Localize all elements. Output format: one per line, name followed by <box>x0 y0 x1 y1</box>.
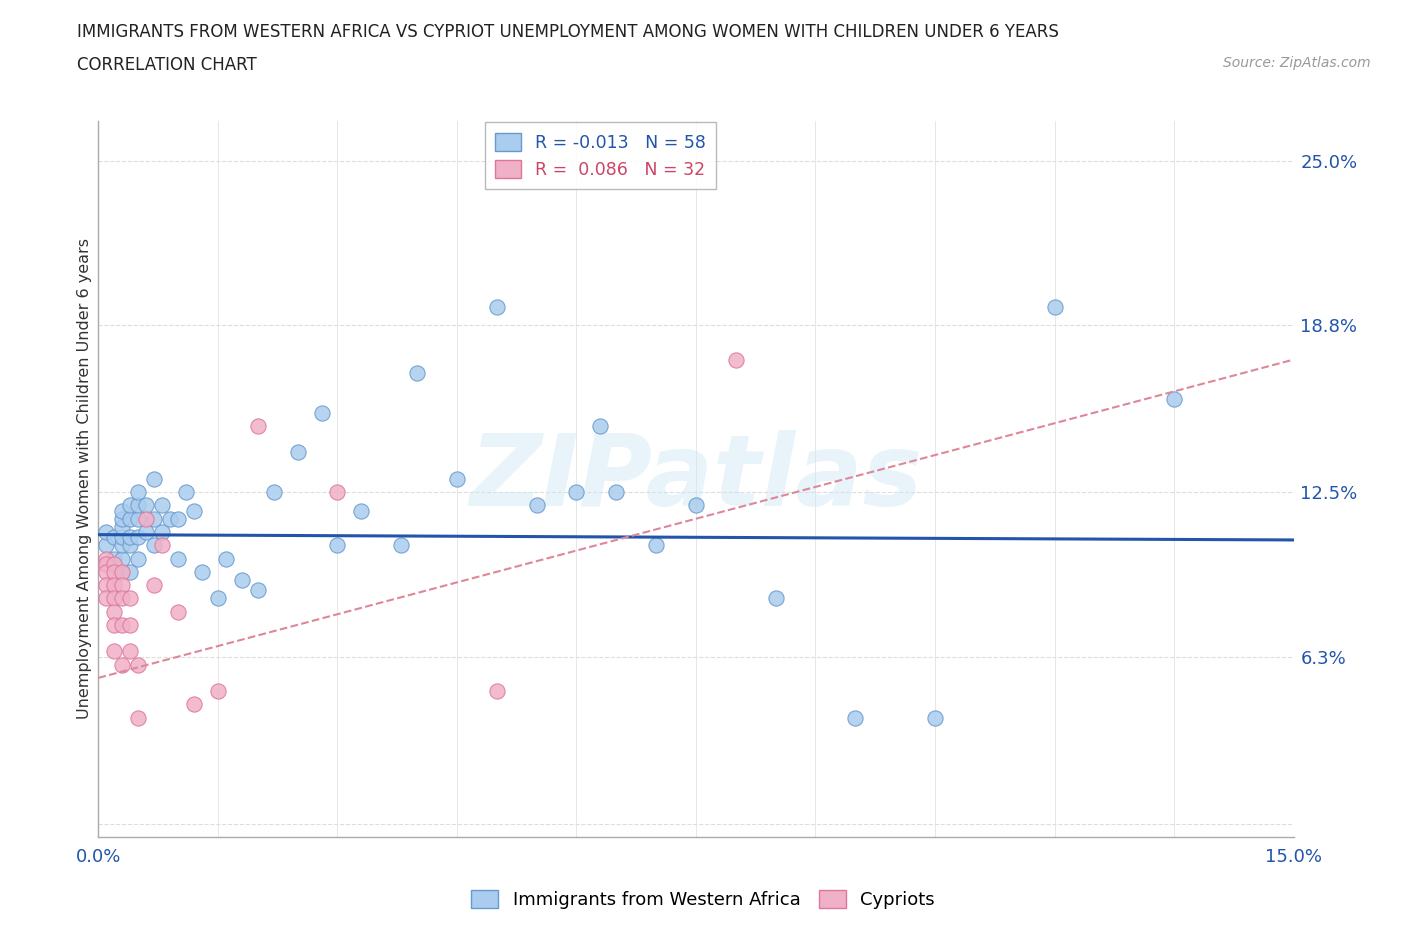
Point <box>143 472 166 486</box>
Point <box>120 618 142 632</box>
Point <box>111 658 134 672</box>
Point <box>111 565 134 579</box>
Point <box>111 578 134 592</box>
Point <box>167 604 190 619</box>
Point <box>183 503 205 518</box>
Point <box>103 530 125 545</box>
Point <box>103 578 125 592</box>
Point <box>174 485 197 499</box>
Point <box>96 565 118 579</box>
Point <box>120 591 142 605</box>
Point <box>120 644 142 658</box>
Point <box>485 299 508 314</box>
Point <box>207 684 229 698</box>
Point <box>111 618 134 632</box>
Point <box>135 525 157 539</box>
Point <box>215 551 238 566</box>
Point <box>120 565 142 579</box>
Point <box>120 512 142 526</box>
Text: CORRELATION CHART: CORRELATION CHART <box>77 56 257 73</box>
Point <box>446 472 468 486</box>
Point <box>127 551 149 566</box>
Text: Source: ZipAtlas.com: Source: ZipAtlas.com <box>1223 56 1371 70</box>
Point <box>103 551 125 566</box>
Point <box>96 591 118 605</box>
Point <box>127 485 149 499</box>
Point <box>765 591 787 605</box>
Point <box>111 591 134 605</box>
Point <box>183 697 205 711</box>
Point <box>143 538 166 552</box>
Point <box>143 512 166 526</box>
Point <box>127 530 149 545</box>
Point <box>263 485 285 499</box>
Point <box>96 551 118 566</box>
Point <box>485 684 508 698</box>
Point <box>127 711 149 725</box>
Point <box>287 445 309 459</box>
Point <box>326 538 349 552</box>
Point <box>127 658 149 672</box>
Point <box>120 538 142 552</box>
Point <box>120 530 142 545</box>
Point <box>111 565 134 579</box>
Text: ZIPatlas: ZIPatlas <box>470 431 922 527</box>
Point <box>111 530 134 545</box>
Point <box>589 418 612 433</box>
Point <box>150 498 173 513</box>
Point <box>120 498 142 513</box>
Point <box>111 519 134 534</box>
Point <box>96 525 118 539</box>
Point <box>135 512 157 526</box>
Point <box>96 538 118 552</box>
Point <box>135 498 157 513</box>
Point <box>103 644 125 658</box>
Point <box>111 551 134 566</box>
Point <box>844 711 866 725</box>
Point <box>565 485 588 499</box>
Point <box>103 565 125 579</box>
Point <box>605 485 627 499</box>
Point <box>526 498 548 513</box>
Text: IMMIGRANTS FROM WESTERN AFRICA VS CYPRIOT UNEMPLOYMENT AMONG WOMEN WITH CHILDREN: IMMIGRANTS FROM WESTERN AFRICA VS CYPRIO… <box>77 23 1059 41</box>
Point <box>685 498 707 513</box>
Point <box>111 538 134 552</box>
Point <box>111 512 134 526</box>
Point <box>246 583 269 598</box>
Point <box>246 418 269 433</box>
Point <box>167 512 190 526</box>
Point <box>143 578 166 592</box>
Point <box>406 365 429 380</box>
Legend: Immigrants from Western Africa, Cypriots: Immigrants from Western Africa, Cypriots <box>464 883 942 916</box>
Point <box>326 485 349 499</box>
Point <box>167 551 190 566</box>
Point <box>103 591 125 605</box>
Legend: R = -0.013   N = 58, R =  0.086   N = 32: R = -0.013 N = 58, R = 0.086 N = 32 <box>485 123 716 190</box>
Point <box>645 538 668 552</box>
Point <box>127 498 149 513</box>
Point <box>127 512 149 526</box>
Point <box>311 405 333 420</box>
Point <box>924 711 946 725</box>
Point <box>103 556 125 571</box>
Point <box>231 572 253 587</box>
Point <box>111 503 134 518</box>
Point <box>96 578 118 592</box>
Point <box>724 352 747 367</box>
Point <box>207 591 229 605</box>
Point <box>150 525 173 539</box>
Point <box>150 538 173 552</box>
Point <box>1163 392 1185 406</box>
Point <box>350 503 373 518</box>
Point <box>191 565 214 579</box>
Point <box>96 556 118 571</box>
Point <box>103 618 125 632</box>
Point <box>103 604 125 619</box>
Point <box>159 512 181 526</box>
Point <box>1043 299 1066 314</box>
Point <box>389 538 412 552</box>
Y-axis label: Unemployment Among Women with Children Under 6 years: Unemployment Among Women with Children U… <box>77 238 91 720</box>
